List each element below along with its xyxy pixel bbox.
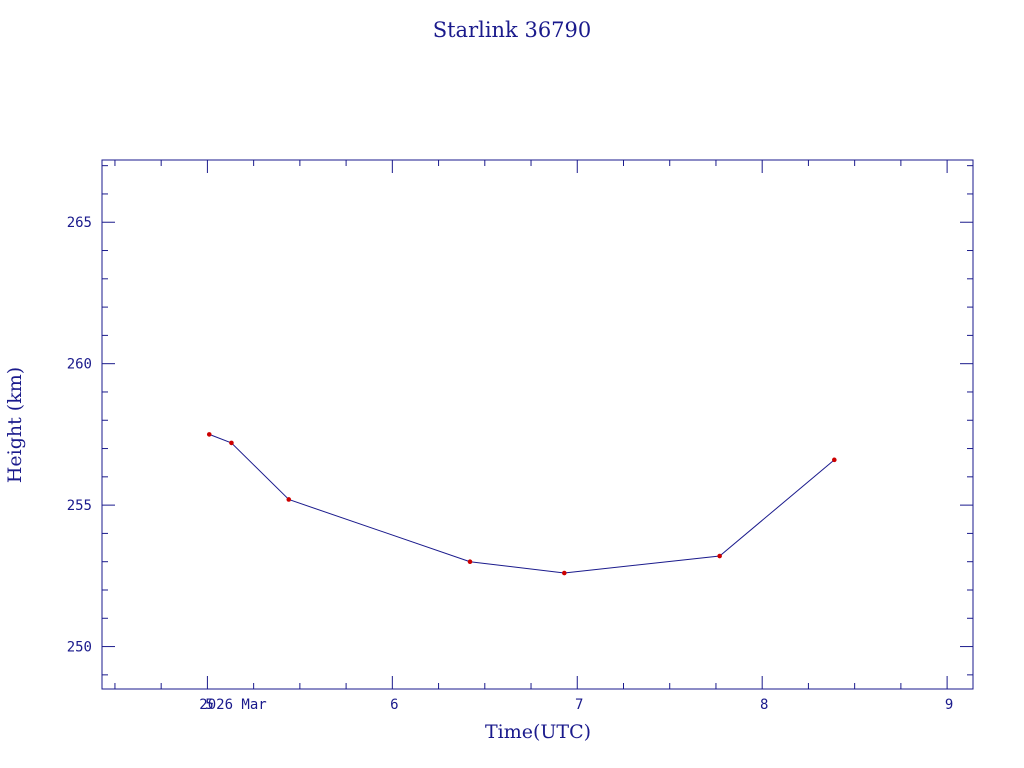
axis-ticks [102,160,973,689]
data-point [206,432,212,437]
y-tick-label: 255 [67,498,92,514]
data-point [832,457,837,463]
y-tick-label: 250 [67,640,92,656]
chart-title: Starlink 36790 [433,18,592,42]
x-tick-label: 8 [760,697,768,713]
series-line [209,433,835,574]
x-tick-label: 5 [205,697,213,713]
data-point [717,553,722,559]
data-point [467,559,473,565]
y-tick-label: 265 [67,215,92,231]
data-point [286,497,292,502]
x-tick-labels: 5 6 7 8 9 [205,697,953,713]
data-point [562,570,567,576]
x-tick-label: 7 [575,697,583,713]
x-axis-label: Time(UTC) [485,721,591,743]
y-axis-label: Height (km) [4,367,26,483]
series-height [206,432,837,576]
x-tick-label: 9 [945,697,953,713]
y-tick-label: 260 [67,357,92,373]
data-point [229,440,234,446]
x-date-label: 2026 Mar [199,697,266,713]
plot-frame [101,159,974,690]
y-tick-labels: 250 255 260 265 [67,215,92,655]
x-tick-label: 6 [390,697,398,713]
